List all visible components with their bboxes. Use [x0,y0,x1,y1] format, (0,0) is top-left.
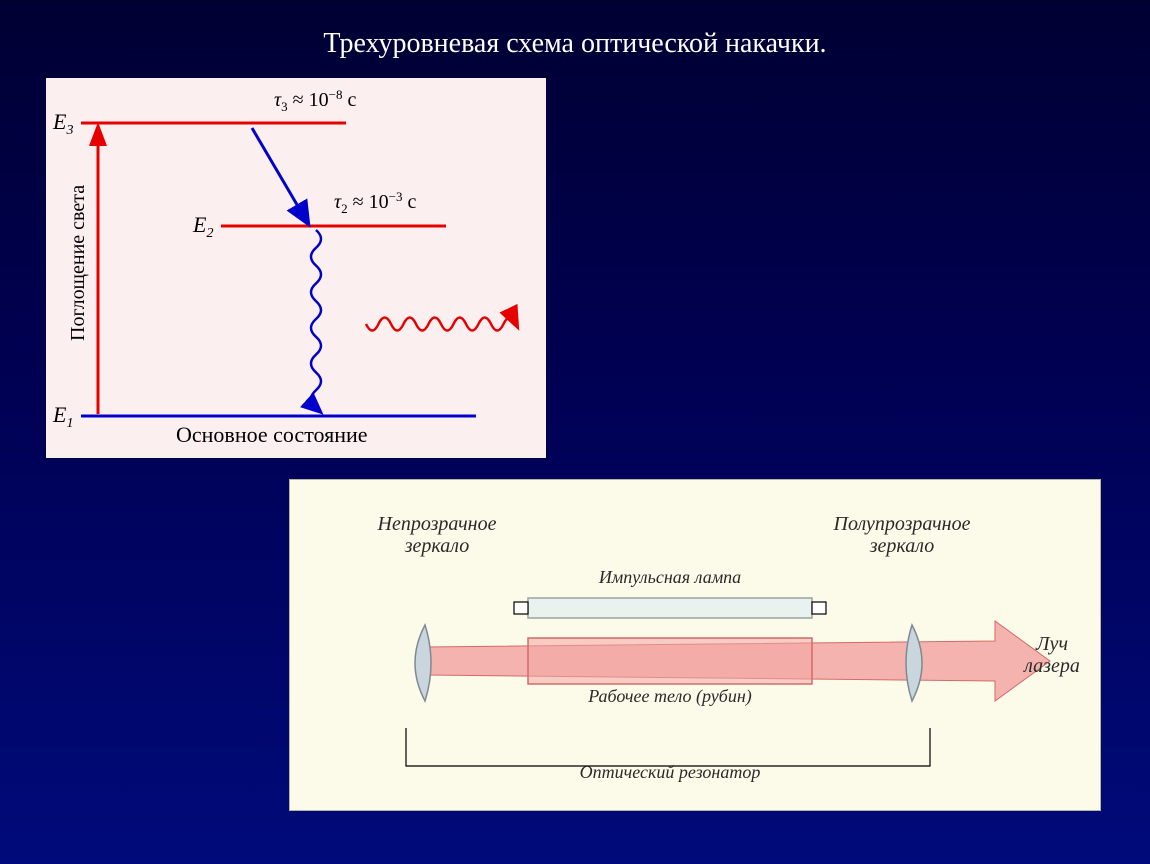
photon-wavy-right [366,318,516,331]
label-left-mirror: Непрозрачноезеркало [377,513,497,557]
label-ruby: Рабочее тело (рубин) [587,686,752,707]
ground-state-label: Основное состояние [176,422,368,447]
level-label-E1: E1 [52,402,73,431]
flash-lamp [528,598,812,618]
absorption-label: Поглощение света [67,185,89,341]
label-lamp: Импульсная лампа [598,567,741,587]
resonator-bracket [406,728,930,766]
slide-title: Трехуровневая схема оптической накачки. [0,28,1150,60]
tau3-label: τ3 ≈ 10−8 с [274,87,357,114]
emission-wavy-down [311,230,321,408]
level-label-E3: E3 [52,109,73,138]
label-resonator: Оптический резонатор [580,762,761,782]
mirror-right [906,625,922,701]
laser-schematic: Непрозрачноезеркало Полупрозрачноезеркало… [290,480,1100,810]
transition-E3-E2 [252,128,306,220]
lamp-cap-left [514,602,528,614]
lamp-cap-right [812,602,826,614]
mirror-left [415,625,431,701]
label-beam: Лучлазера [1023,633,1080,677]
level-label-E2: E2 [192,212,213,241]
tau2-label: τ2 ≈ 10−3 с [334,189,417,216]
ruby-rod [528,638,812,684]
label-right-mirror: Полупрозрачноезеркало [833,513,971,557]
energy-level-diagram: E3 E2 E1 τ3 ≈ 10−8 с τ2 ≈ 10−3 с Поглощение с… [46,78,546,458]
